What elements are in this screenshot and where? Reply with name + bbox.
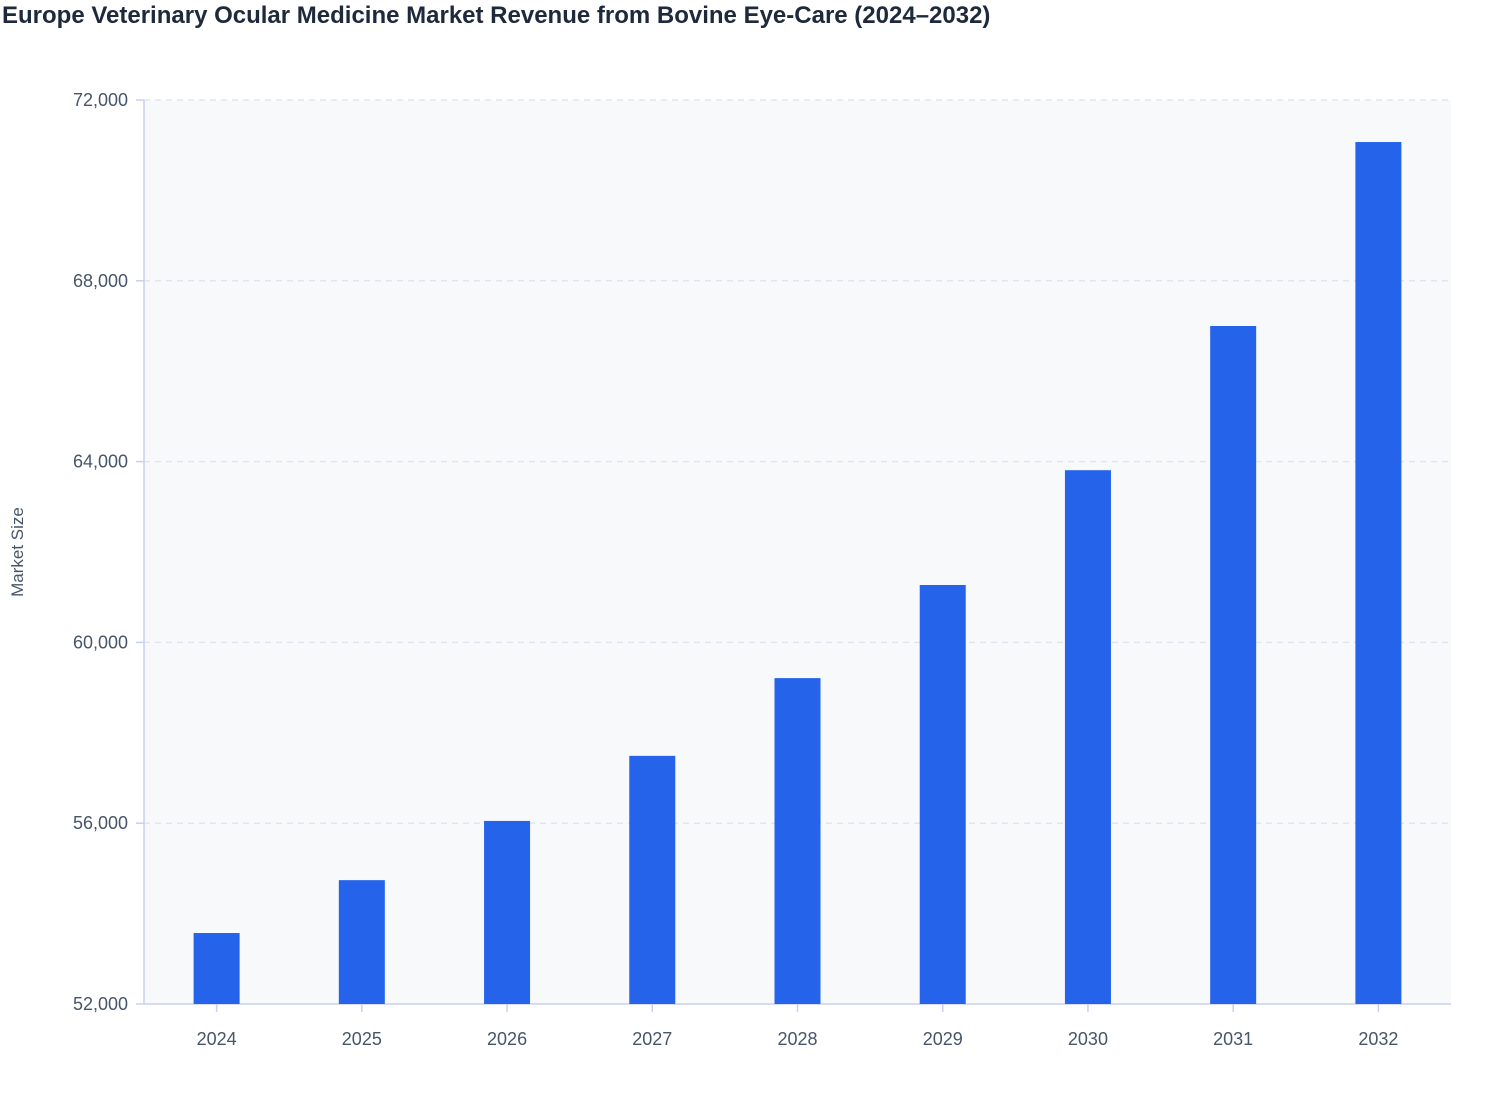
y-tick-label: 56,000 (73, 813, 128, 833)
x-tick-label: 2025 (342, 1029, 382, 1049)
x-tick-label: 2031 (1213, 1029, 1253, 1049)
x-tick-label: 2026 (487, 1029, 527, 1049)
x-tick-label: 2028 (777, 1029, 817, 1049)
y-tick-label: 52,000 (73, 994, 128, 1014)
y-tick-label: 68,000 (73, 271, 128, 291)
bar-2025 (338, 880, 385, 1004)
bar-2024 (193, 933, 240, 1004)
bar-2026 (484, 820, 531, 1004)
bar-2032 (1355, 142, 1402, 1004)
y-tick-label: 60,000 (73, 632, 128, 652)
x-tick-label: 2030 (1068, 1029, 1108, 1049)
x-tick-label: 2029 (923, 1029, 963, 1049)
bar-2031 (1210, 326, 1257, 1004)
x-tick-label: 2024 (197, 1029, 237, 1049)
x-tick-label: 2027 (632, 1029, 672, 1049)
bar-2028 (774, 678, 821, 1004)
x-tick-label: 2032 (1358, 1029, 1398, 1049)
y-axis-label: Market Size (8, 507, 27, 597)
chart-title: Europe Veterinary Ocular Medicine Market… (2, 2, 991, 29)
bar-2027 (629, 755, 676, 1004)
y-tick-label: 72,000 (73, 90, 128, 110)
y-tick-label: 64,000 (73, 452, 128, 472)
bar-2030 (1064, 470, 1111, 1004)
bar-2029 (919, 584, 966, 1004)
